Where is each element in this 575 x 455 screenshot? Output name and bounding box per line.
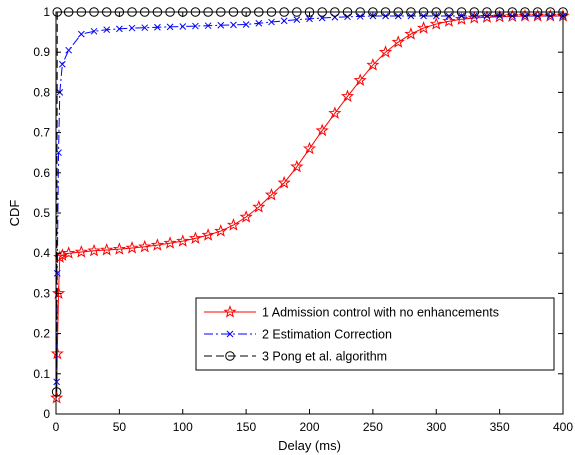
series-2-point: [230, 21, 237, 29]
series-1-point: [429, 17, 443, 30]
series-2-point: [53, 378, 60, 386]
legend-swatch-marker: [223, 305, 237, 318]
series-2-point: [65, 46, 73, 54]
y-axis: 0 0.1 0.2 0.3 0.4 0.5 0.6 0.7 0.8 0.9 1: [33, 5, 563, 421]
series-2-point: [116, 25, 123, 33]
x-axis: 0 50 100 150 200 250 300 350 400: [53, 12, 573, 434]
y-tick-label: 0.6: [33, 166, 50, 180]
series-2-point: [128, 24, 136, 32]
series-2-point: [268, 18, 275, 26]
series-1-point: [176, 234, 190, 247]
series-1-point: [277, 175, 291, 189]
series-1-point: [138, 239, 152, 253]
series-1-point: [252, 200, 266, 213]
series-1-point: [125, 241, 139, 254]
series-2-point: [141, 24, 149, 32]
series-2-point: [166, 23, 174, 31]
y-tick-label: 0.9: [33, 45, 50, 59]
series-1-point: [163, 236, 177, 249]
series-1-point: [188, 231, 203, 244]
series-3-point: [51, 387, 62, 397]
y-tick-label: 0.4: [33, 246, 50, 260]
series-1-point: [480, 10, 494, 23]
series-1-point: [87, 243, 101, 257]
series-2-point: [280, 17, 288, 25]
series-1-point: [302, 141, 317, 155]
series-2-point: [255, 19, 263, 27]
series-2-point: [293, 16, 301, 23]
series-1-point: [239, 210, 253, 223]
y-tick-label: 0.7: [33, 126, 50, 140]
series-2-point: [331, 13, 339, 21]
y-tick-label: 0: [43, 407, 50, 421]
series-1-point: [378, 45, 393, 58]
series-1-point: [391, 35, 405, 48]
series-2-point: [90, 27, 98, 35]
series-1-point: [442, 14, 456, 27]
x-tick-label: 350: [490, 420, 510, 434]
legend-entry-3: 3 Pong et al. algorithm: [204, 350, 387, 364]
series-1-point: [150, 238, 164, 251]
series-1-point: [290, 159, 304, 173]
x-tick-label: 150: [236, 420, 256, 434]
legend-swatch-marker: [225, 351, 235, 361]
series-2-point: [242, 21, 250, 28]
series-1-point: [404, 27, 418, 40]
series-1-point: [51, 286, 66, 300]
series-1-point: [340, 89, 355, 103]
y-tick-label: 0.8: [33, 85, 50, 99]
series-1-point: [455, 12, 469, 25]
series-1-point: [353, 73, 367, 86]
series-2-point: [58, 60, 66, 68]
x-tick-label: 0: [53, 420, 60, 434]
series-1-point: [366, 58, 380, 71]
series-2-point: [77, 30, 85, 38]
series-2-point: [53, 269, 61, 277]
legend-label: 3 Pong et al. algorithm: [262, 350, 387, 364]
x-tick-label: 50: [113, 420, 127, 434]
series-1-point: [62, 246, 76, 259]
legend-entry-1: 1 Admission control with no enhancements: [204, 305, 499, 320]
legend-swatch-marker: [226, 330, 234, 338]
y-tick-label: 1: [43, 5, 50, 19]
x-tick-label: 400: [553, 420, 573, 434]
series-2-point: [103, 26, 111, 34]
series-2-point: [179, 23, 187, 30]
series-1-point: [315, 123, 329, 137]
x-tick-label: 200: [299, 420, 319, 434]
x-tick-label: 300: [426, 420, 446, 434]
y-axis-title: CDF: [7, 200, 22, 227]
legend-label: 1 Admission control with no enhancements: [262, 306, 499, 320]
series-1-point: [264, 187, 279, 201]
series-1-point: [226, 218, 241, 231]
series-1-point: [50, 390, 64, 404]
y-tick-label: 0.3: [33, 286, 50, 300]
series-2-point: [344, 13, 351, 21]
series-1: [50, 9, 570, 404]
y-tick-label: 0.2: [33, 327, 50, 341]
series-1-point: [416, 21, 431, 34]
series-2-point: [204, 22, 212, 30]
series-1-point: [328, 106, 342, 119]
legend: 1 Admission control with no enhancements…: [195, 297, 555, 371]
series-1-point: [74, 245, 88, 258]
x-tick-label: 250: [363, 420, 383, 434]
series-2-point: [306, 15, 313, 23]
series-1-point: [493, 9, 507, 23]
legend-entry-2: 2 Estimation Correction: [204, 328, 392, 342]
series-2-point: [217, 21, 225, 29]
legend-label: 2 Estimation Correction: [262, 328, 392, 342]
series-1-point: [100, 243, 114, 256]
x-tick-label: 100: [173, 420, 193, 434]
series-2-point: [55, 149, 62, 157]
y-tick-label: 0.1: [33, 367, 50, 381]
series-1-point: [201, 228, 215, 241]
series-1-point: [112, 242, 126, 255]
y-tick-label: 0.5: [33, 206, 50, 220]
series-2-point: [154, 23, 161, 31]
series-2-point: [192, 22, 199, 30]
x-axis-title: Delay (ms): [278, 438, 341, 453]
series-1-point: [214, 224, 228, 237]
